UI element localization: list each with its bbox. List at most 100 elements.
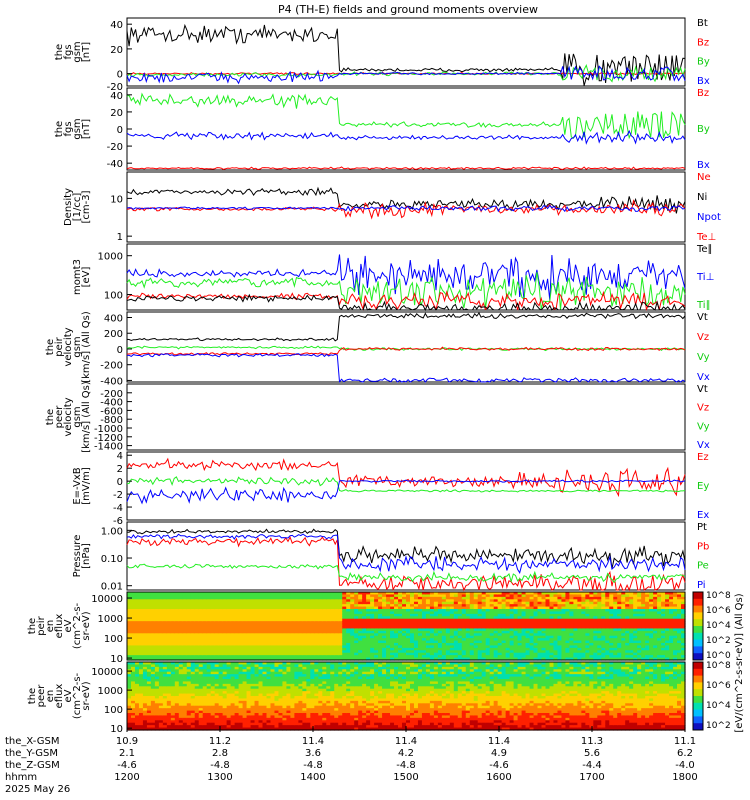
heatmap-cell xyxy=(194,705,200,709)
heatmap-cell xyxy=(537,628,543,632)
heatmap-cell xyxy=(234,674,240,678)
heatmap-cell xyxy=(186,623,192,627)
heatmap-cell xyxy=(378,621,383,625)
heatmap-cell xyxy=(501,606,507,610)
heatmap-cell xyxy=(629,613,634,617)
heatmap-cell xyxy=(202,609,208,613)
heatmap-cell xyxy=(413,609,419,613)
heatmap-cell xyxy=(127,720,132,724)
heatmap-cell xyxy=(665,626,670,630)
heatmap-cell xyxy=(302,626,307,630)
heatmap-cell xyxy=(649,638,654,642)
heatmap-cell xyxy=(158,717,164,721)
heatmap-cell xyxy=(174,674,180,678)
heatmap-cell xyxy=(605,635,610,639)
heatmap-cell xyxy=(150,705,156,709)
heatmap-cell xyxy=(473,630,479,634)
heatmap-cell xyxy=(282,613,288,617)
heatmap-cell xyxy=(449,628,455,632)
heatmap-cell xyxy=(194,679,200,683)
heatmap-cell xyxy=(186,596,192,600)
heatmap-cell xyxy=(210,676,216,680)
heatmap-cell xyxy=(166,708,172,712)
heatmap-cell xyxy=(162,645,168,649)
heatmap-cell xyxy=(154,652,160,656)
heatmap-cell xyxy=(505,638,511,642)
heatmap-cell xyxy=(465,623,471,627)
heatmap-cell xyxy=(625,609,630,613)
heatmap-cell xyxy=(370,601,375,605)
heatmap-cell xyxy=(134,727,140,731)
heatmap-cell xyxy=(298,623,303,627)
heatmap-cell xyxy=(338,611,343,615)
heatmap-cell xyxy=(222,647,228,651)
heatmap-cell xyxy=(525,601,531,605)
heatmap-cell xyxy=(254,601,260,605)
heatmap-cell xyxy=(457,594,463,598)
heatmap-cell xyxy=(641,635,646,639)
heatmap-cell xyxy=(302,616,307,620)
heatmap-cell xyxy=(130,652,136,656)
heatmap-cell xyxy=(242,623,248,627)
heatmap-cell xyxy=(162,643,168,647)
heatmap-cell xyxy=(306,621,311,625)
heatmap-cell xyxy=(158,623,164,627)
heatmap-cell xyxy=(310,647,315,651)
heatmap-cell xyxy=(533,606,539,610)
heatmap-cell xyxy=(158,664,164,668)
heatmap-cell xyxy=(154,708,160,712)
heatmap-cell xyxy=(366,611,371,615)
heatmap-cell xyxy=(625,640,630,644)
heatmap-cell xyxy=(174,708,180,712)
heatmap-cell xyxy=(521,616,527,620)
heatmap-cell xyxy=(246,713,252,717)
heatmap-cell xyxy=(409,596,415,600)
heatmap-cell xyxy=(517,594,523,598)
heatmap-cell xyxy=(449,613,455,617)
heatmap-cell xyxy=(581,640,586,644)
heatmap-cell xyxy=(382,618,387,622)
heatmap-cell xyxy=(497,604,503,608)
heatmap-cell xyxy=(310,630,315,634)
heatmap-cell xyxy=(513,645,519,649)
heatmap-cell xyxy=(406,596,411,600)
heatmap-cell xyxy=(485,606,491,610)
heatmap-cell xyxy=(258,618,264,622)
heatmap-cell xyxy=(517,635,523,639)
heatmap-cell xyxy=(198,664,204,668)
heatmap-cell xyxy=(585,657,590,661)
heatmap-cell xyxy=(198,613,204,617)
heatmap-cell xyxy=(258,652,264,656)
heatmap-cell xyxy=(681,650,686,654)
heatmap-cell xyxy=(681,635,686,639)
heatmap-cell xyxy=(190,679,196,683)
heatmap-cell xyxy=(489,655,495,659)
heatmap-cell xyxy=(461,655,467,659)
heatmap-cell xyxy=(477,635,483,639)
heatmap-cell xyxy=(326,655,331,659)
heatmap-cell xyxy=(457,606,463,610)
heatmap-cell xyxy=(577,623,582,627)
heatmap-cell xyxy=(637,604,642,608)
heatmap-cell xyxy=(597,626,602,630)
heatmap-cell xyxy=(605,626,610,630)
heatmap-cell xyxy=(489,604,495,608)
heatmap-cell xyxy=(270,640,276,644)
heatmap-cell xyxy=(222,643,228,647)
heatmap-cell xyxy=(589,611,594,615)
heatmap-cell xyxy=(621,596,626,600)
heatmap-cell xyxy=(222,715,228,719)
heatmap-cell xyxy=(649,635,654,639)
heatmap-cell xyxy=(238,705,244,709)
heatmap-cell xyxy=(246,643,252,647)
heatmap-cell xyxy=(282,601,288,605)
heatmap-cell xyxy=(473,657,479,661)
heatmap-cell xyxy=(270,633,276,637)
heatmap-cell xyxy=(350,640,355,644)
heatmap-cell xyxy=(545,592,551,596)
heatmap-cell xyxy=(326,640,331,644)
heatmap-cell xyxy=(681,628,686,632)
heatmap-cell xyxy=(505,601,511,605)
heatmap-cell xyxy=(413,626,419,630)
heatmap-cell xyxy=(402,638,407,642)
